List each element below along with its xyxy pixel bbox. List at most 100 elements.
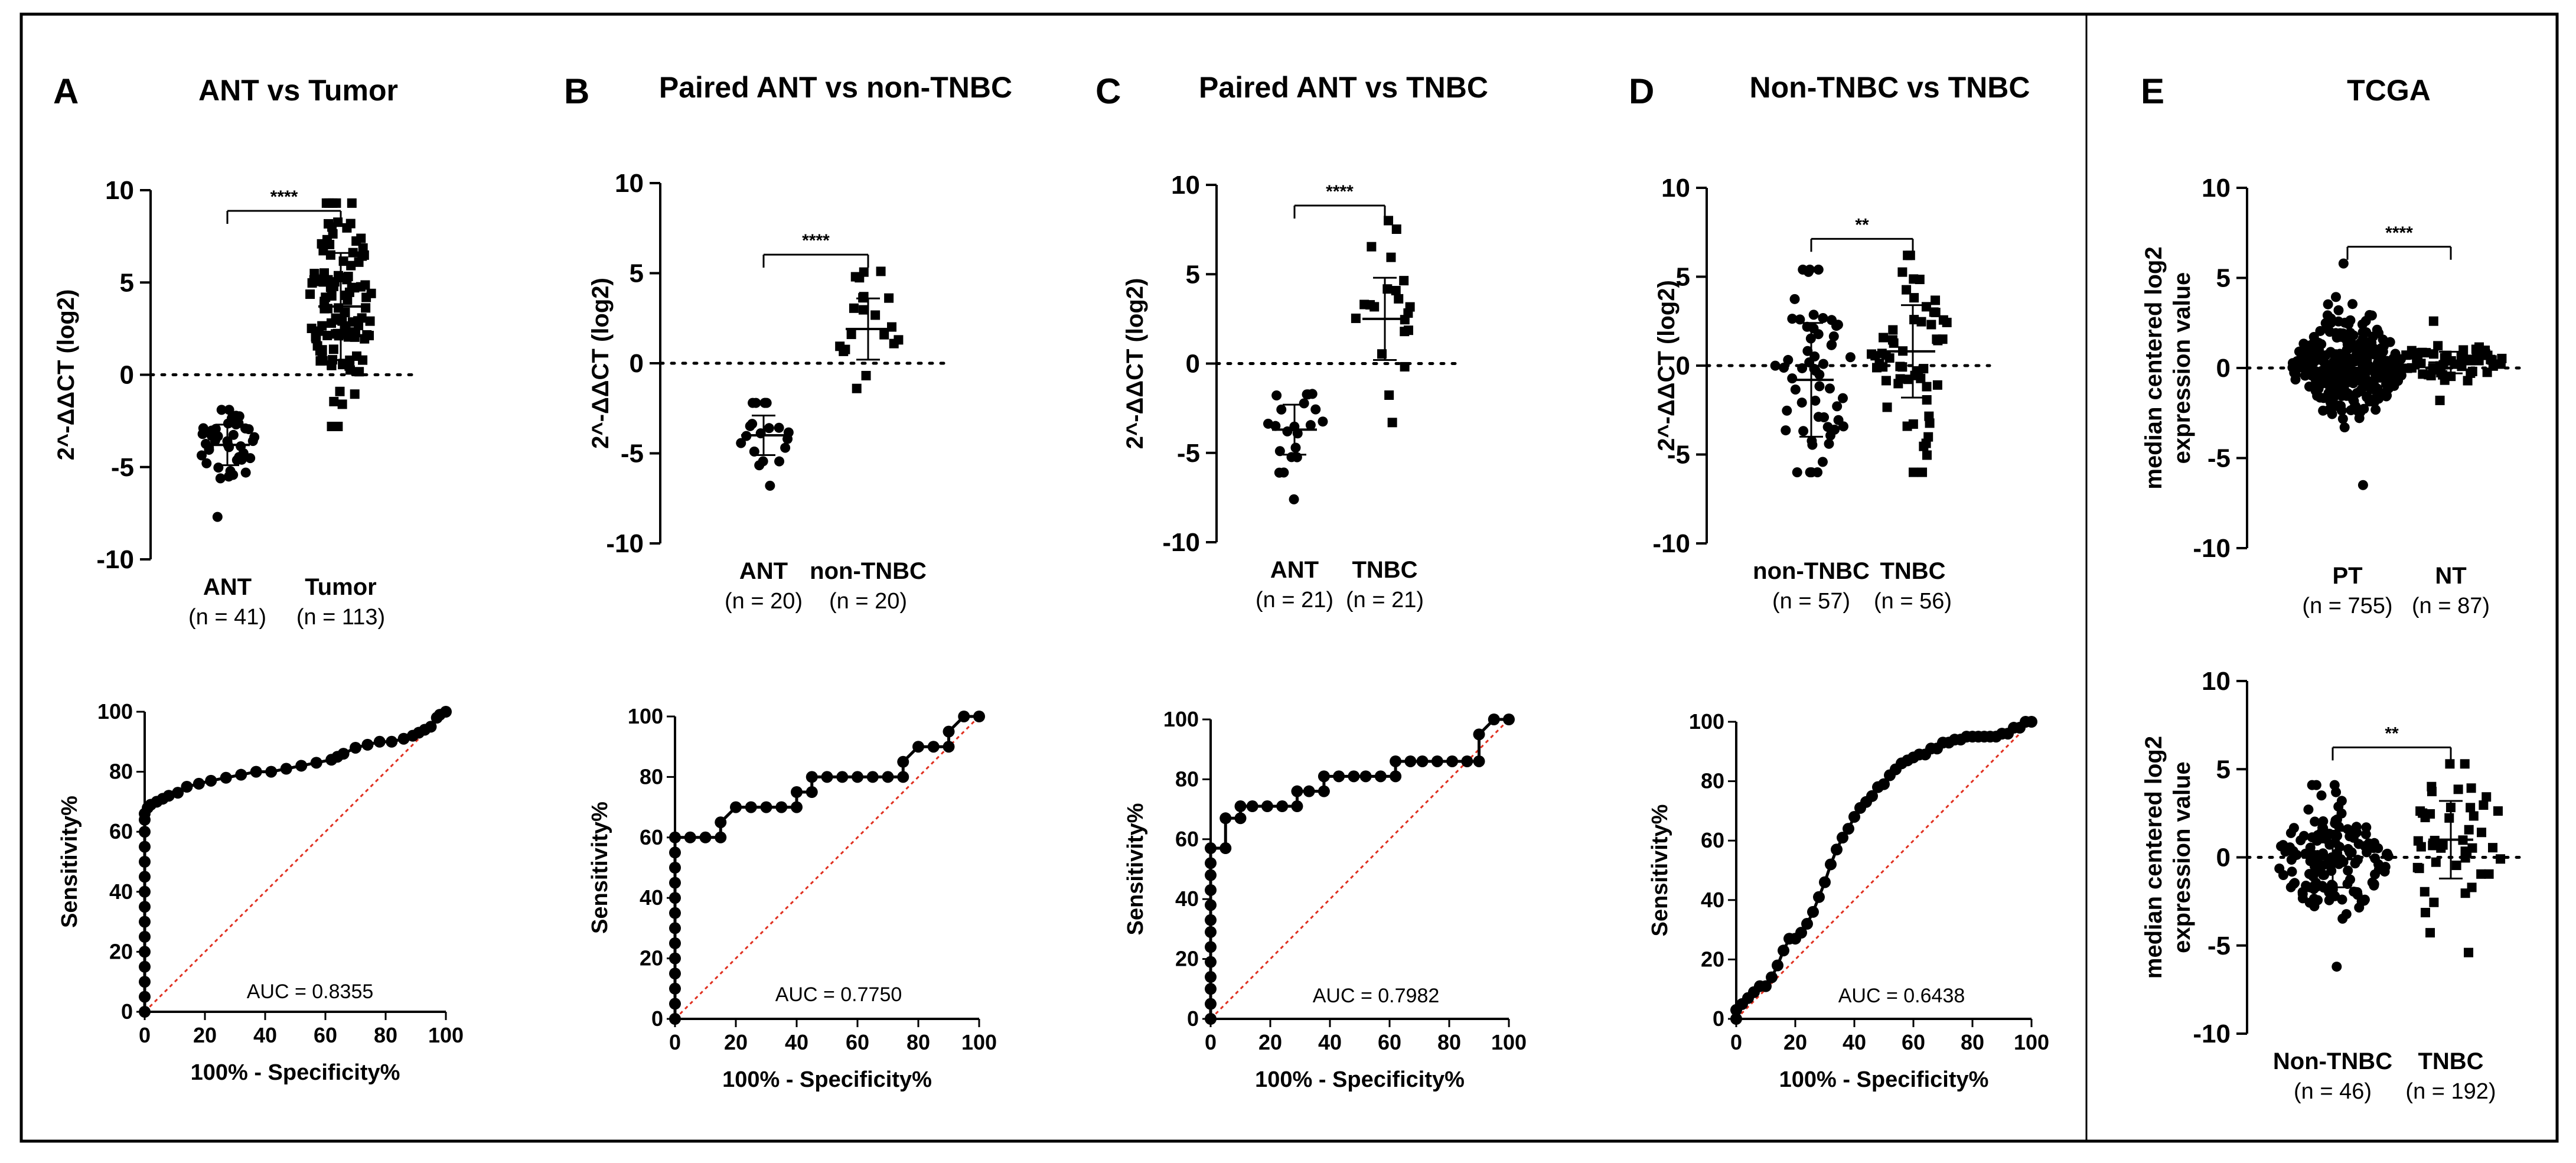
- panel-c-roc-roc-point: [1431, 755, 1443, 767]
- panel-e-point: [2463, 376, 2473, 386]
- panel-e2-point: [2420, 908, 2430, 918]
- panel-e2-point: [2312, 850, 2323, 861]
- panel-a-point: [216, 405, 227, 415]
- panel-b-roc-ylabel: Sensitivity%: [588, 802, 612, 934]
- panel-e-point: [2421, 348, 2431, 358]
- panel-a-point: [311, 334, 321, 344]
- panel-d-point: [1790, 384, 1801, 395]
- panel-a-point: [314, 326, 324, 336]
- panel-d-roc-roc-point: [1819, 876, 1831, 888]
- panel-b-roc-roc-point: [897, 771, 909, 783]
- panel-c-ytick-label: -10: [1162, 528, 1200, 557]
- panel-d-point: [1924, 411, 1934, 421]
- panel-b-roc-xtick-label: 40: [785, 1030, 808, 1054]
- panel-a-ylabel: 2^-ΔΔCT (log2): [53, 289, 79, 461]
- panel-c-roc-ytick-label: 40: [1175, 887, 1199, 911]
- panel-e-point: [2482, 367, 2492, 377]
- panel-a-point: [319, 297, 330, 307]
- panel-e2-point: [2361, 822, 2372, 833]
- panel-b-roc-roc-point: [715, 816, 727, 829]
- panel-d-point: [1887, 335, 1897, 345]
- panel-b-point: [780, 442, 791, 453]
- panel-a-point: [328, 281, 338, 291]
- panel-c-roc-ytick-label: 20: [1175, 947, 1199, 971]
- panel-d-point: [1808, 310, 1819, 320]
- panel-e2-point: [2493, 806, 2503, 816]
- panel-b-n-label: (n = 20): [829, 589, 907, 614]
- panel-c-roc-auc-label: AUC = 0.7982: [1313, 985, 1440, 1007]
- panel-c-roc-roc-point: [1246, 800, 1258, 813]
- panel-a-point: [201, 458, 212, 468]
- panel-c-point: [1282, 426, 1293, 436]
- panel-c-roc-roc-point: [1261, 800, 1273, 813]
- panel-d-letter: D: [1629, 71, 1654, 111]
- panel-d-point: [1884, 353, 1894, 363]
- panel-d-point: [1813, 264, 1824, 275]
- panel-e2-point: [2453, 784, 2463, 794]
- panel-d-point: [1818, 359, 1829, 369]
- panel-a-ytick-label: -10: [96, 545, 134, 574]
- panel-b-roc-roc-point: [730, 801, 742, 813]
- panel-c-point: [1290, 442, 1301, 453]
- panel-e-point: [2337, 413, 2348, 424]
- panel-c-roc-roc-point: [1205, 1013, 1217, 1025]
- panel-e2-point: [2479, 800, 2489, 810]
- panel-e2-point: [2298, 830, 2309, 841]
- panel-d-point: [1923, 432, 1933, 442]
- panel-a-roc-roc-point: [139, 991, 151, 1003]
- panel-d-point: [1897, 267, 1907, 277]
- panel-b-roc-roc-point: [760, 801, 772, 813]
- panel-d-roc-roc-point: [1760, 980, 1772, 992]
- panel-e-point: [2440, 375, 2450, 385]
- panel-d-roc-ytick-label: 100: [1689, 709, 1724, 734]
- panel-e2-point: [2464, 947, 2474, 957]
- panel-e-point: [2426, 370, 2436, 380]
- panel-e2-point: [2383, 851, 2394, 862]
- panel-b-ylabel: 2^-ΔΔCT (log2): [588, 278, 614, 449]
- panel-e2-point: [2278, 842, 2289, 852]
- panel-a-roc-roc-point: [280, 763, 292, 775]
- panel-d-roc-auc-label: AUC = 0.6438: [1838, 985, 1965, 1007]
- panel-e2-category-label: Non-TNBC: [2273, 1048, 2392, 1074]
- panel-c-point: [1391, 286, 1401, 296]
- panel-a-ytick-label: 0: [120, 361, 134, 390]
- panel-a-point: [317, 239, 327, 249]
- panel-c-point: [1367, 242, 1377, 252]
- panel-e2-ytick-label: 5: [2216, 755, 2231, 784]
- panel-e2-point: [2351, 822, 2362, 832]
- panel-e-point: [2373, 393, 2384, 404]
- panel-c-category-label: TNBC: [1352, 557, 1417, 583]
- panel-b-point: [852, 383, 862, 393]
- panel-c-roc-roc-point: [1416, 755, 1429, 767]
- panel-e-point: [2355, 369, 2366, 380]
- panel-a-point: [328, 229, 338, 239]
- panel-a-roc-roc-point: [193, 777, 205, 790]
- panel-e2-point: [2462, 848, 2472, 858]
- panel-e-point: [2315, 325, 2326, 336]
- panel-b-roc-roc-point: [943, 741, 955, 753]
- panel-c-roc-ytick-label: 100: [1163, 707, 1199, 731]
- panel-e2-point: [2330, 838, 2340, 848]
- panel-a-point: [334, 303, 344, 313]
- panel-d-point: [1824, 438, 1834, 449]
- panel-a-point: [224, 405, 234, 415]
- panel-c-point: [1403, 325, 1413, 335]
- panel-a-point: [347, 317, 357, 327]
- panel-b-point: [884, 293, 894, 303]
- panel-e2-point: [2308, 894, 2319, 904]
- panel-d-point: [1802, 346, 1813, 356]
- panel-d-ytick-label: -5: [1667, 441, 1690, 470]
- panel-b-roc-roc-point: [821, 771, 833, 783]
- panel-b-roc-roc-point: [943, 725, 955, 738]
- panel-d-point: [1826, 340, 1837, 350]
- panel-a-point: [337, 399, 347, 409]
- panel-a-roc-roc-point: [220, 771, 232, 784]
- panel-d-roc-ytick-label: 80: [1701, 769, 1724, 793]
- panel-b-n-label: (n = 20): [725, 589, 803, 614]
- panel-d-roc-xtick-label: 40: [1843, 1030, 1866, 1054]
- panel-e-category-label: NT: [2435, 563, 2466, 589]
- panel-c-roc-roc-point: [1219, 842, 1232, 855]
- panel-d-n-label: (n = 57): [1772, 589, 1850, 614]
- panel-a-point: [347, 198, 357, 208]
- panel-b-roc-ytick-label: 0: [651, 1006, 663, 1031]
